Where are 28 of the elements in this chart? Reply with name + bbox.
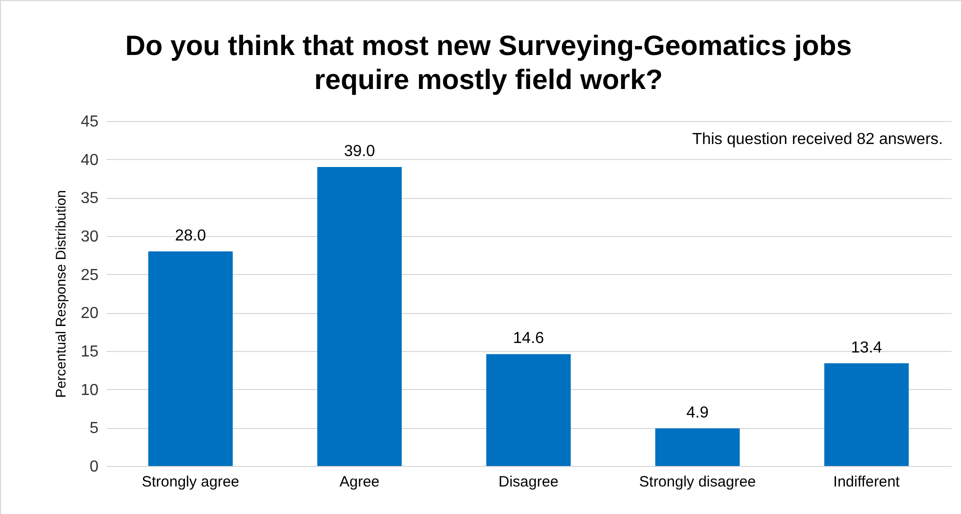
x-tick-label: Indifferent <box>833 474 901 490</box>
x-tick-label: Strongly disagree <box>639 474 756 490</box>
y-tick-label: 10 <box>80 382 99 399</box>
y-tick-label: 15 <box>80 344 99 360</box>
y-tick-label: 20 <box>80 305 99 322</box>
y-tick-label: 30 <box>80 228 99 246</box>
bar <box>148 251 233 466</box>
x-tick-label: Disagree <box>498 474 559 490</box>
data-label: 28.0 <box>174 227 206 244</box>
y-tick-label: 40 <box>80 152 99 169</box>
annotation: This question received 82 answers. <box>692 131 943 148</box>
data-label: 14.6 <box>512 330 544 348</box>
y-axis-title: Percentual Response Distribution <box>52 190 69 398</box>
y-tick-label: 45 <box>80 114 99 130</box>
x-tick-label: Strongly agree <box>142 474 240 490</box>
x-tick-label: Agree <box>339 474 380 490</box>
data-label: 13.4 <box>850 339 882 356</box>
bar <box>655 428 740 466</box>
data-label: 4.9 <box>686 404 709 422</box>
y-tick-label: 35 <box>80 190 99 208</box>
y-tick-label: 25 <box>80 266 99 284</box>
bar <box>824 363 909 466</box>
data-label: 39.0 <box>344 143 376 160</box>
bar <box>486 354 571 466</box>
y-tick-label: 5 <box>90 420 99 438</box>
bar <box>317 167 402 466</box>
y-tick-label: 0 <box>90 458 99 476</box>
chart-title: Do you think that most new Surveying-Geomatics jobs require mostly field work? <box>125 30 852 95</box>
